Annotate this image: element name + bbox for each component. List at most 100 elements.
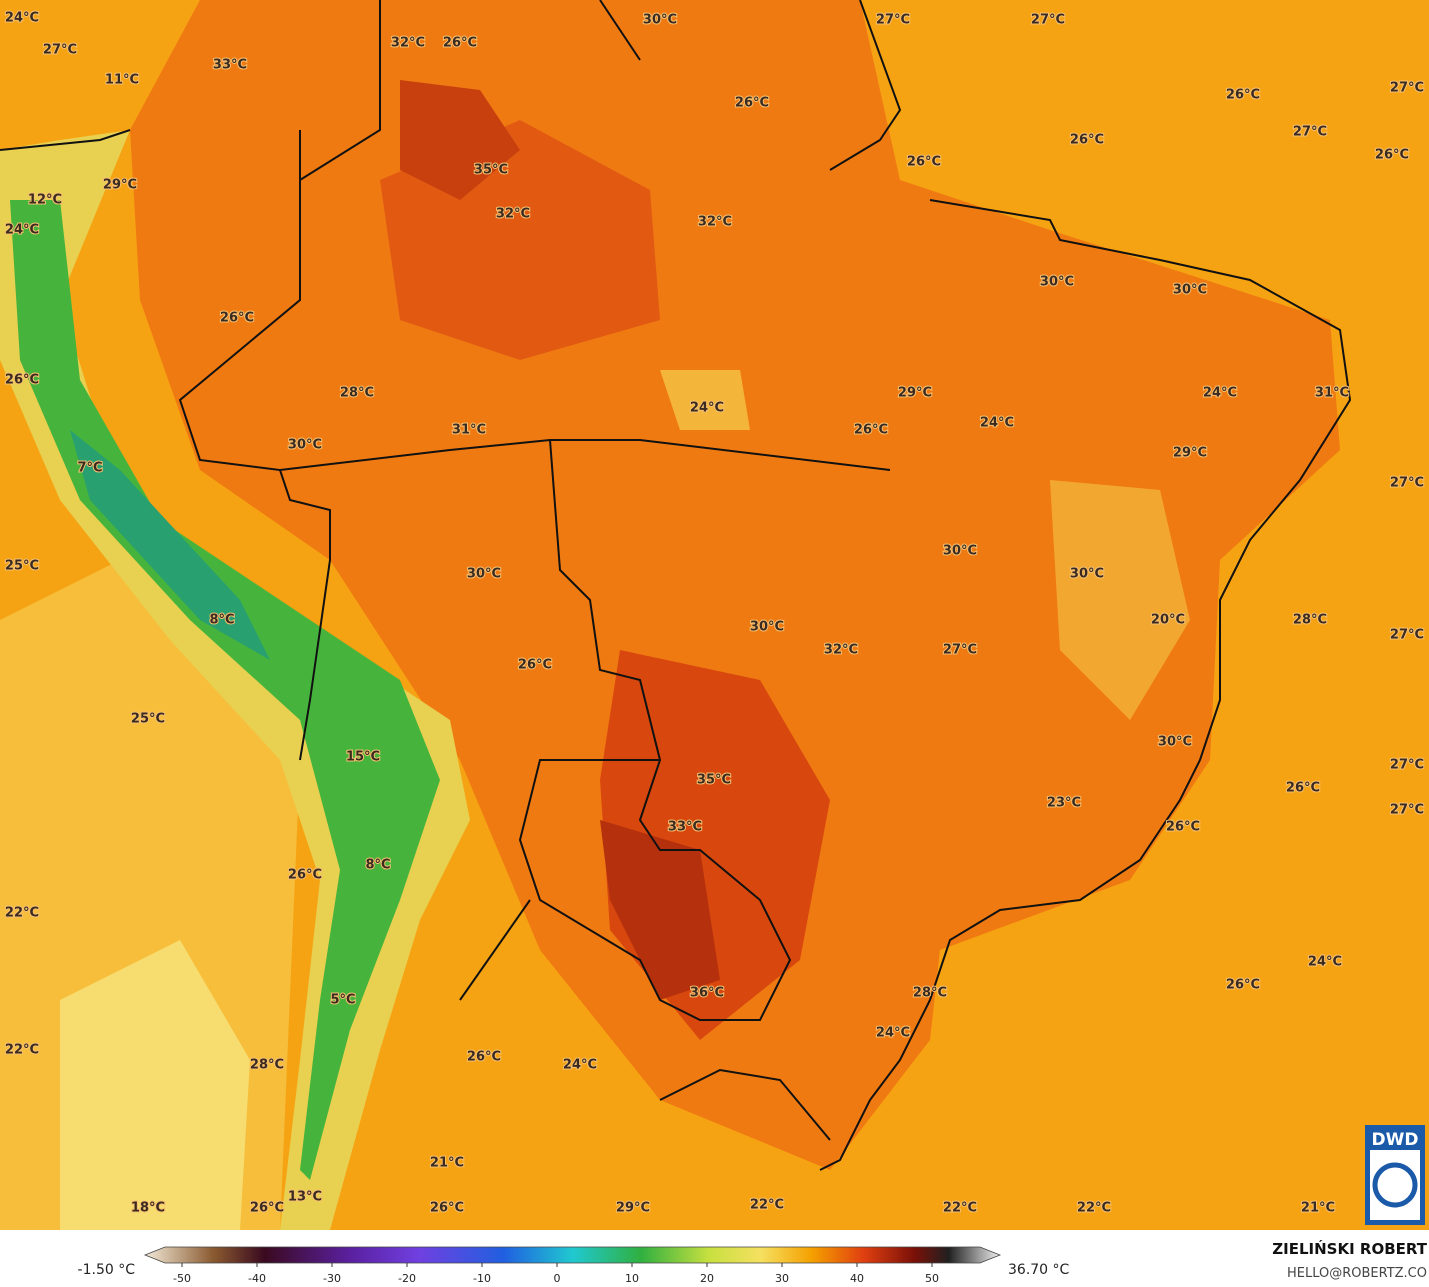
andes-cold xyxy=(10,200,440,1180)
temperature-label: 5°C xyxy=(330,993,355,1008)
temperature-label: 26°C xyxy=(443,36,477,51)
temperature-label: 29°C xyxy=(1173,446,1207,461)
temperature-label: 24°C xyxy=(1203,386,1237,401)
temperature-label: 26°C xyxy=(1166,820,1200,835)
temperature-label: 22°C xyxy=(750,1198,784,1213)
temperature-label: 30°C xyxy=(1070,567,1104,582)
colorbar-max: 36.70 °C xyxy=(1008,1262,1070,1278)
logo-text: DWD xyxy=(1372,1130,1419,1150)
temperature-label: 22°C xyxy=(943,1201,977,1216)
temperature-label: 27°C xyxy=(1390,628,1424,643)
temperature-label: 11°C xyxy=(105,73,139,88)
temperature-label: 27°C xyxy=(943,643,977,658)
temperature-label: 26°C xyxy=(1226,88,1260,103)
temperature-label: 24°C xyxy=(980,416,1014,431)
land-hot xyxy=(600,820,720,1000)
temperature-label: 26°C xyxy=(5,373,39,388)
land-mild xyxy=(660,370,750,430)
temperature-label: 26°C xyxy=(288,868,322,883)
temperature-label: 32°C xyxy=(698,215,732,230)
temperature-label: 15°C xyxy=(346,750,380,765)
temperature-label: 24°C xyxy=(1308,955,1342,970)
temperature-label: 22°C xyxy=(1077,1201,1111,1216)
temperature-label: 26°C xyxy=(907,155,941,170)
temperature-label: 27°C xyxy=(1390,476,1424,491)
temperature-label: 26°C xyxy=(1070,133,1104,148)
temperature-label: 8°C xyxy=(209,613,234,628)
temperature-label: 26°C xyxy=(250,1201,284,1216)
land-mild xyxy=(1050,480,1190,720)
credit-name: ZIELIŃSKI ROBERT xyxy=(1272,1239,1427,1258)
temperature-label: 24°C xyxy=(5,11,39,26)
colorbar-tick-label: -30 xyxy=(323,1272,341,1285)
temperature-label: 32°C xyxy=(496,207,530,222)
temperature-label: 28°C xyxy=(913,986,947,1001)
temperature-label: 30°C xyxy=(750,620,784,635)
temperature-label: 23°C xyxy=(1047,796,1081,811)
temperature-label: 8°C xyxy=(365,858,390,873)
temperature-label: 27°C xyxy=(43,43,77,58)
temperature-label: 24°C xyxy=(5,223,39,238)
borders xyxy=(0,0,1352,1171)
temperature-label: 33°C xyxy=(668,820,702,835)
temperature-label: 26°C xyxy=(1286,781,1320,796)
temperature-label: 27°C xyxy=(1390,803,1424,818)
temperature-label: 33°C xyxy=(213,58,247,73)
colorbar-min: -1.50 °C xyxy=(78,1262,136,1278)
colorbar xyxy=(143,1246,1002,1264)
temperature-label: 31°C xyxy=(452,423,486,438)
temperature-label: 35°C xyxy=(697,773,731,788)
colorbar-tick-label: -20 xyxy=(398,1272,416,1285)
dwd-logo-panel xyxy=(1370,1150,1420,1220)
colorbar-tick-label: -50 xyxy=(173,1272,191,1285)
temperature-label: 36°C xyxy=(690,986,724,1001)
cool-ocean xyxy=(60,940,250,1230)
temperature-label: 22°C xyxy=(5,906,39,921)
temperature-label: 30°C xyxy=(1040,275,1074,290)
temperature-label: 27°C xyxy=(876,13,910,28)
temperature-label: 30°C xyxy=(288,438,322,453)
temperature-label: 30°C xyxy=(1158,735,1192,750)
colorbar-tick-label: -40 xyxy=(248,1272,266,1285)
temperature-label: 30°C xyxy=(943,544,977,559)
temperature-label: 24°C xyxy=(876,1026,910,1041)
andes-cold xyxy=(70,430,270,660)
temperature-label: 29°C xyxy=(616,1201,650,1216)
temperature-label: 27°C xyxy=(1031,13,1065,28)
temperature-label: 28°C xyxy=(250,1058,284,1073)
temperature-label: 20°C xyxy=(1151,613,1185,628)
temperature-label: 27°C xyxy=(1390,758,1424,773)
temperature-label: 30°C xyxy=(643,13,677,28)
temperature-label: 26°C xyxy=(220,311,254,326)
temperature-label: 25°C xyxy=(131,712,165,727)
temperature-label: 25°C xyxy=(5,559,39,574)
colorbar-tick-label: 50 xyxy=(925,1272,939,1285)
temperature-label: 32°C xyxy=(391,36,425,51)
temperature-label: 29°C xyxy=(103,178,137,193)
temperature-label: 24°C xyxy=(563,1058,597,1073)
temperature-label: 21°C xyxy=(430,1156,464,1171)
temperature-label: 22°C xyxy=(5,1043,39,1058)
colorbar-tick-label: 10 xyxy=(625,1272,639,1285)
temperature-label: 13°C xyxy=(288,1190,322,1205)
dwd-logo-swirl xyxy=(1372,1162,1418,1208)
land-hot xyxy=(400,80,520,200)
colorbar-tick-label: 0 xyxy=(554,1272,561,1285)
colorbar-tick-label: 30 xyxy=(775,1272,789,1285)
temperature-label: 7°C xyxy=(77,461,102,476)
colorbar-tick-label: 40 xyxy=(850,1272,864,1285)
temperature-label: 30°C xyxy=(1173,283,1207,298)
temperature-label: 21°C xyxy=(1301,1201,1335,1216)
temperature-label: 31°C xyxy=(1315,386,1349,401)
temperature-label: 27°C xyxy=(1390,81,1424,96)
temperature-label: 26°C xyxy=(518,658,552,673)
temperature-label: 26°C xyxy=(735,96,769,111)
temperature-label: 32°C xyxy=(824,643,858,658)
credit-contact: HELLO@ROBERTZ.CO xyxy=(1287,1266,1427,1281)
temperature-label: 35°C xyxy=(474,163,508,178)
colorbar-tick-label: -10 xyxy=(473,1272,491,1285)
temperature-label: 26°C xyxy=(1226,978,1260,993)
temperature-label: 24°C xyxy=(690,401,724,416)
colorbar-tick-label: 20 xyxy=(700,1272,714,1285)
